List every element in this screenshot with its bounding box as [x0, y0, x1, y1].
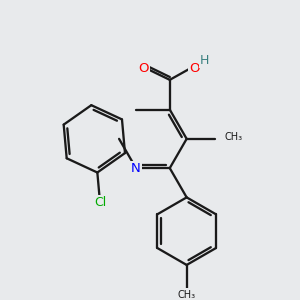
Text: CH₃: CH₃: [225, 132, 243, 142]
Text: O: O: [189, 61, 200, 75]
Text: CH₃: CH₃: [178, 290, 196, 300]
Text: O: O: [139, 61, 149, 74]
Text: Cl: Cl: [94, 196, 106, 208]
Text: N: N: [131, 162, 141, 175]
Text: H: H: [200, 54, 209, 67]
